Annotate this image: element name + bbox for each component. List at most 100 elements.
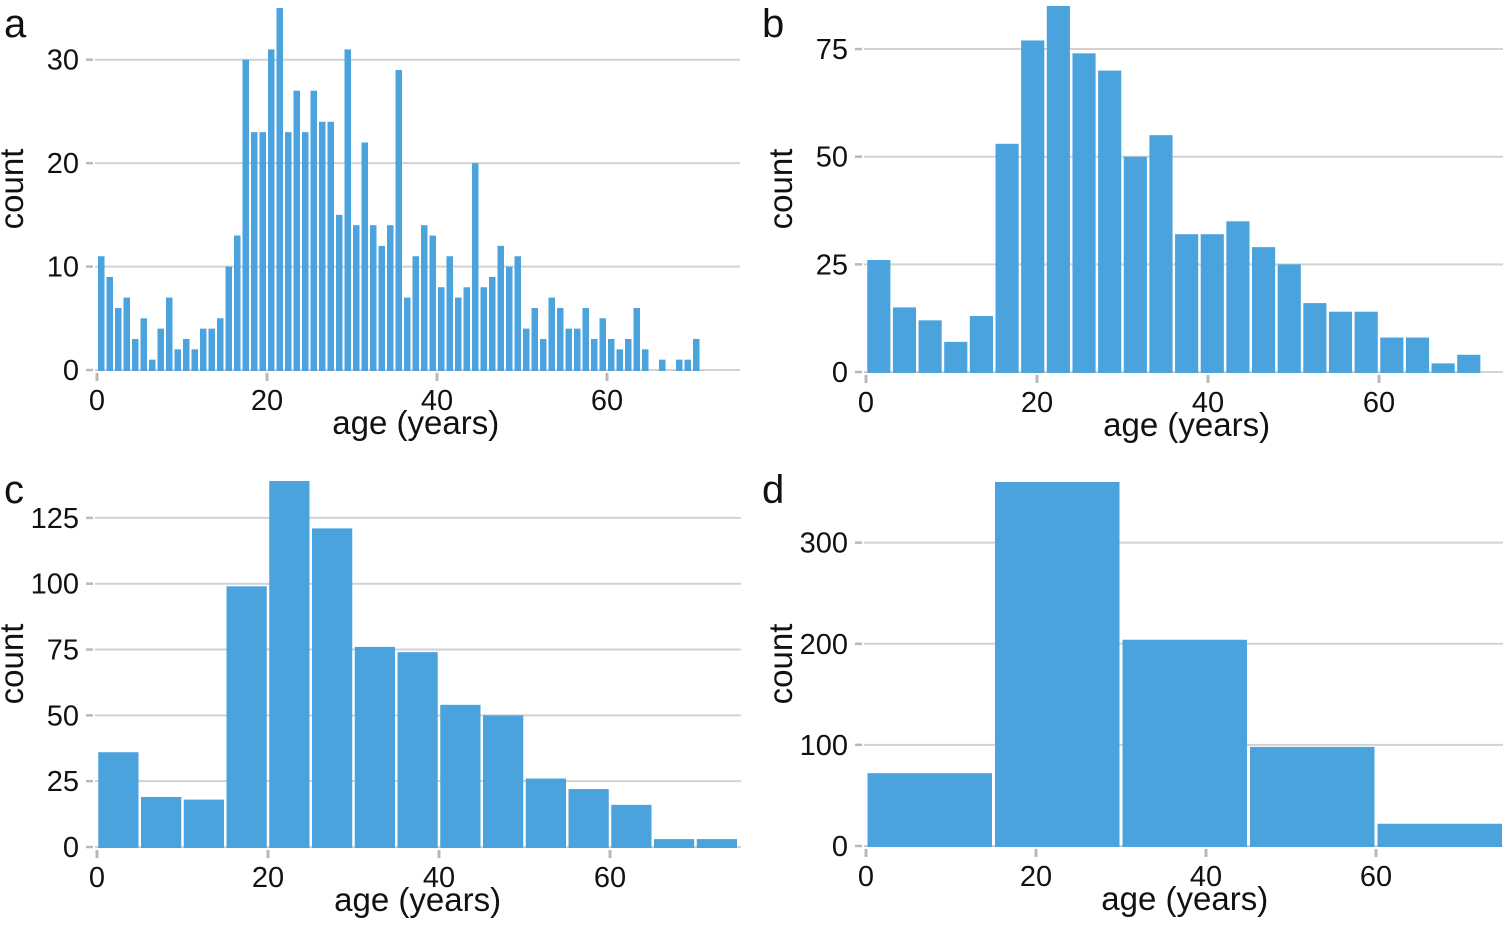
histogram-bar — [353, 225, 360, 371]
histogram-d: 0 100 200 300 0 20 40 60 count age (years) — [762, 482, 1503, 917]
histogram-bar — [1380, 337, 1404, 373]
x-tick-label: 60 — [591, 385, 623, 417]
x-axis-title-a: age (years) — [332, 404, 499, 441]
histogram-bar — [234, 235, 241, 371]
histogram-bar — [217, 318, 224, 371]
histogram-bar — [540, 338, 547, 371]
x-tick-label: 0 — [89, 385, 105, 417]
y-tick-label: 75 — [47, 635, 79, 667]
histogram-bar — [354, 646, 395, 848]
histogram-bar — [1175, 234, 1199, 373]
histogram-bar — [684, 359, 691, 371]
panel-b: b 0 25 50 75 0 20 40 60 count age (years) — [754, 0, 1508, 466]
histogram-bar — [259, 132, 266, 371]
histogram-bar — [268, 49, 275, 371]
y-tick-label: 20 — [47, 148, 79, 180]
y-axis-title-c: count — [0, 624, 30, 705]
x-axis-title-b: age (years) — [1103, 406, 1270, 443]
histogram-bar — [285, 132, 292, 371]
histogram-bar — [659, 359, 666, 371]
histogram-bar — [995, 482, 1120, 847]
histogram-bar — [525, 778, 566, 848]
x-tick-label: 60 — [1360, 861, 1392, 893]
histogram-bar — [166, 297, 173, 371]
x-tick-label: 40 — [423, 862, 455, 894]
histogram-bar — [98, 752, 139, 848]
histogram-bar — [1431, 363, 1455, 373]
y-tick-label: 100 — [800, 730, 848, 762]
histogram-bar — [616, 349, 623, 371]
y-tick-label: 0 — [832, 357, 848, 389]
panel-label-a: a — [4, 2, 27, 46]
x-tick-label: 20 — [1020, 861, 1052, 893]
histogram-bar — [344, 49, 351, 371]
histogram-bar — [867, 260, 891, 373]
histogram-bar — [676, 359, 683, 371]
histogram-bar — [693, 338, 700, 371]
y-tick-label: 10 — [47, 252, 79, 284]
histogram-bar — [463, 287, 470, 371]
histogram-bar — [370, 225, 377, 371]
histogram-bar — [608, 338, 615, 371]
histogram-bar — [1122, 639, 1247, 847]
histogram-bar — [1457, 354, 1481, 373]
histogram-bar — [1354, 311, 1378, 373]
histogram-bar — [208, 328, 215, 371]
y-tick-label: 50 — [816, 142, 848, 174]
histogram-bar — [200, 328, 207, 371]
histogram-bar — [514, 256, 521, 371]
histogram-bar — [446, 256, 453, 371]
histogram-bar — [1252, 247, 1276, 373]
histogram-bar — [625, 338, 632, 371]
panel-label-d: d — [762, 468, 785, 512]
y-tick-label: 125 — [31, 503, 79, 535]
histogram-bar — [1149, 135, 1173, 373]
histogram-bar — [611, 804, 652, 848]
histogram-bar — [969, 316, 993, 373]
x-tick-label: 40 — [1192, 387, 1224, 419]
x-tick-label: 0 — [858, 861, 874, 893]
histogram-bar — [421, 225, 428, 371]
histogram-bar — [1303, 303, 1327, 373]
histogram-bar — [98, 256, 105, 371]
histogram-bar — [438, 287, 445, 371]
y-tick-label: 75 — [816, 34, 848, 66]
histogram-bar — [310, 90, 317, 371]
histogram-bar — [225, 266, 232, 371]
y-tick-label: 30 — [47, 45, 79, 77]
histogram-bar — [251, 132, 258, 371]
histogram-bar — [1277, 264, 1301, 373]
histogram-bar — [440, 704, 481, 848]
y-axis-title-a: count — [0, 149, 30, 230]
x-tick-label: 0 — [89, 862, 105, 894]
histogram-b: 0 25 50 75 0 20 40 60 count age (years) — [762, 6, 1503, 443]
y-tick-label: 0 — [63, 355, 79, 387]
histogram-bar — [582, 307, 589, 371]
histogram-bar — [1072, 53, 1096, 373]
histogram-bar — [429, 235, 436, 371]
histogram-bar — [242, 59, 249, 371]
histogram-bar — [276, 8, 283, 371]
histogram-bar — [293, 90, 300, 371]
x-tick-label: 60 — [594, 862, 626, 894]
x-tick-label: 40 — [1190, 861, 1222, 893]
histogram-bar — [548, 297, 555, 371]
histogram-bar — [523, 328, 530, 371]
histogram-bar — [123, 297, 130, 371]
y-tick-label: 25 — [816, 249, 848, 281]
histogram-bar — [397, 652, 438, 848]
histogram-bar — [157, 328, 164, 371]
histogram-bar — [132, 338, 139, 371]
histogram-bar — [387, 225, 394, 371]
histogram-bar — [191, 349, 198, 371]
histogram-bar — [506, 266, 513, 371]
histogram-bar — [696, 839, 737, 848]
x-tick-label: 20 — [252, 862, 284, 894]
histogram-bar — [1405, 337, 1430, 373]
histogram-bar — [574, 328, 581, 371]
histogram-bar — [591, 338, 598, 371]
histogram-bar — [654, 839, 695, 848]
histogram-bar — [327, 121, 334, 372]
histogram-bar — [1250, 746, 1375, 847]
